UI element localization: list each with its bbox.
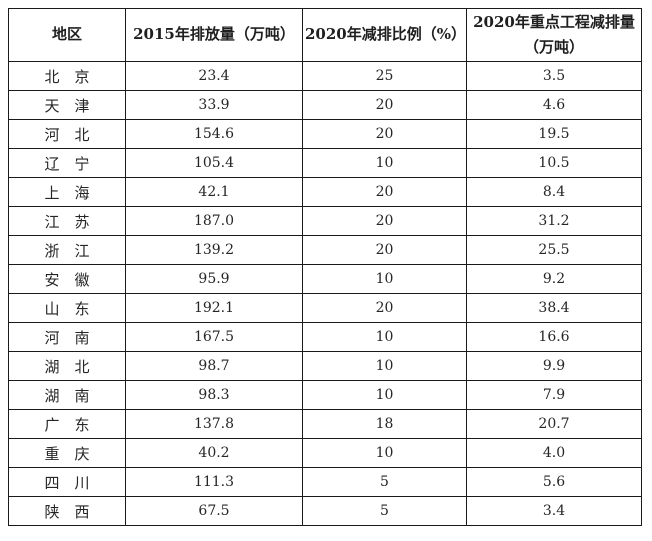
table-row: 广 东 137.8 18 20.7 (8, 409, 642, 439)
value-cell: 10 (302, 148, 467, 178)
value-cell: 10.5 (466, 148, 642, 178)
value-cell: 111.3 (125, 467, 303, 497)
table-row: 四 川 111.3 5 5.6 (8, 467, 642, 497)
region-cell: 湖 南 (8, 380, 126, 410)
value-cell: 20.7 (466, 409, 642, 439)
value-cell: 40.2 (125, 438, 303, 468)
value-cell: 10 (302, 351, 467, 381)
value-cell: 105.4 (125, 148, 303, 178)
value-cell: 98.3 (125, 380, 303, 410)
value-cell: 18 (302, 409, 467, 439)
region-cell: 河 北 (8, 119, 126, 149)
region-cell: 广 东 (8, 409, 126, 439)
value-cell: 95.9 (125, 264, 303, 294)
table-row: 山 东 192.1 20 38.4 (8, 293, 642, 323)
value-cell: 7.9 (466, 380, 642, 410)
table-row: 北 京 23.4 25 3.5 (8, 61, 642, 91)
value-cell: 9.2 (466, 264, 642, 294)
column-header-region: 地区 (8, 8, 126, 62)
table-row: 天 津 33.9 20 4.6 (8, 90, 642, 120)
value-cell: 38.4 (466, 293, 642, 323)
table-row: 重 庆 40.2 10 4.0 (8, 438, 642, 468)
table-row: 湖 北 98.7 10 9.9 (8, 351, 642, 381)
table-row: 河 北 154.6 20 19.5 (8, 119, 642, 149)
value-cell: 19.5 (466, 119, 642, 149)
table-row: 浙 江 139.2 20 25.5 (8, 235, 642, 265)
table-row: 河 南 167.5 10 16.6 (8, 322, 642, 352)
region-cell: 北 京 (8, 61, 126, 91)
value-cell: 23.4 (125, 61, 303, 91)
value-cell: 4.0 (466, 438, 642, 468)
value-cell: 3.4 (466, 496, 642, 526)
table-row: 陕 西 67.5 5 3.4 (8, 496, 642, 526)
value-cell: 5 (302, 496, 467, 526)
table-row: 安 徽 95.9 10 9.2 (8, 264, 642, 294)
value-cell: 25.5 (466, 235, 642, 265)
value-cell: 10 (302, 380, 467, 410)
table-row: 辽 宁 105.4 10 10.5 (8, 148, 642, 178)
region-cell: 陕 西 (8, 496, 126, 526)
value-cell: 10 (302, 438, 467, 468)
value-cell: 20 (302, 206, 467, 236)
value-cell: 10 (302, 264, 467, 294)
value-cell: 5 (302, 467, 467, 497)
table-row: 湖 南 98.3 10 7.9 (8, 380, 642, 410)
region-cell: 天 津 (8, 90, 126, 120)
region-cell: 四 川 (8, 467, 126, 497)
value-cell: 20 (302, 177, 467, 207)
column-header-reduction-pct-2020: 2020年减排比例（%） (302, 8, 467, 62)
region-cell: 湖 北 (8, 351, 126, 381)
region-cell: 江 苏 (8, 206, 126, 236)
emissions-table: 地区 2015年排放量（万吨） 2020年减排比例（%） 2020年重点工程减排… (8, 8, 642, 526)
value-cell: 137.8 (125, 409, 303, 439)
table-row: 上 海 42.1 20 8.4 (8, 177, 642, 207)
region-cell: 辽 宁 (8, 148, 126, 178)
value-cell: 5.6 (466, 467, 642, 497)
value-cell: 4.6 (466, 90, 642, 120)
value-cell: 9.9 (466, 351, 642, 381)
value-cell: 42.1 (125, 177, 303, 207)
value-cell: 167.5 (125, 322, 303, 352)
value-cell: 10 (302, 322, 467, 352)
region-cell: 河 南 (8, 322, 126, 352)
value-cell: 20 (302, 235, 467, 265)
table-row: 江 苏 187.0 20 31.2 (8, 206, 642, 236)
region-cell: 上 海 (8, 177, 126, 207)
value-cell: 33.9 (125, 90, 303, 120)
value-cell: 3.5 (466, 61, 642, 91)
value-cell: 20 (302, 90, 467, 120)
value-cell: 20 (302, 293, 467, 323)
value-cell: 139.2 (125, 235, 303, 265)
column-header-emission-2015: 2015年排放量（万吨） (125, 8, 303, 62)
region-cell: 浙 江 (8, 235, 126, 265)
value-cell: 31.2 (466, 206, 642, 236)
table-body: 北 京 23.4 25 3.5 天 津 33.9 20 4.6 河 北 154.6 20 19.5 辽 … (8, 61, 642, 526)
value-cell: 98.7 (125, 351, 303, 381)
region-cell: 安 徽 (8, 264, 126, 294)
value-cell: 8.4 (466, 177, 642, 207)
value-cell: 67.5 (125, 496, 303, 526)
value-cell: 192.1 (125, 293, 303, 323)
region-cell: 山 东 (8, 293, 126, 323)
value-cell: 154.6 (125, 119, 303, 149)
column-header-key-project-reduction-2020: 2020年重点工程减排量 （万吨） (466, 8, 642, 62)
value-cell: 25 (302, 61, 467, 91)
value-cell: 16.6 (466, 322, 642, 352)
value-cell: 187.0 (125, 206, 303, 236)
region-cell: 重 庆 (8, 438, 126, 468)
header-row: 地区 2015年排放量（万吨） 2020年减排比例（%） 2020年重点工程减排… (8, 8, 642, 62)
value-cell: 20 (302, 119, 467, 149)
